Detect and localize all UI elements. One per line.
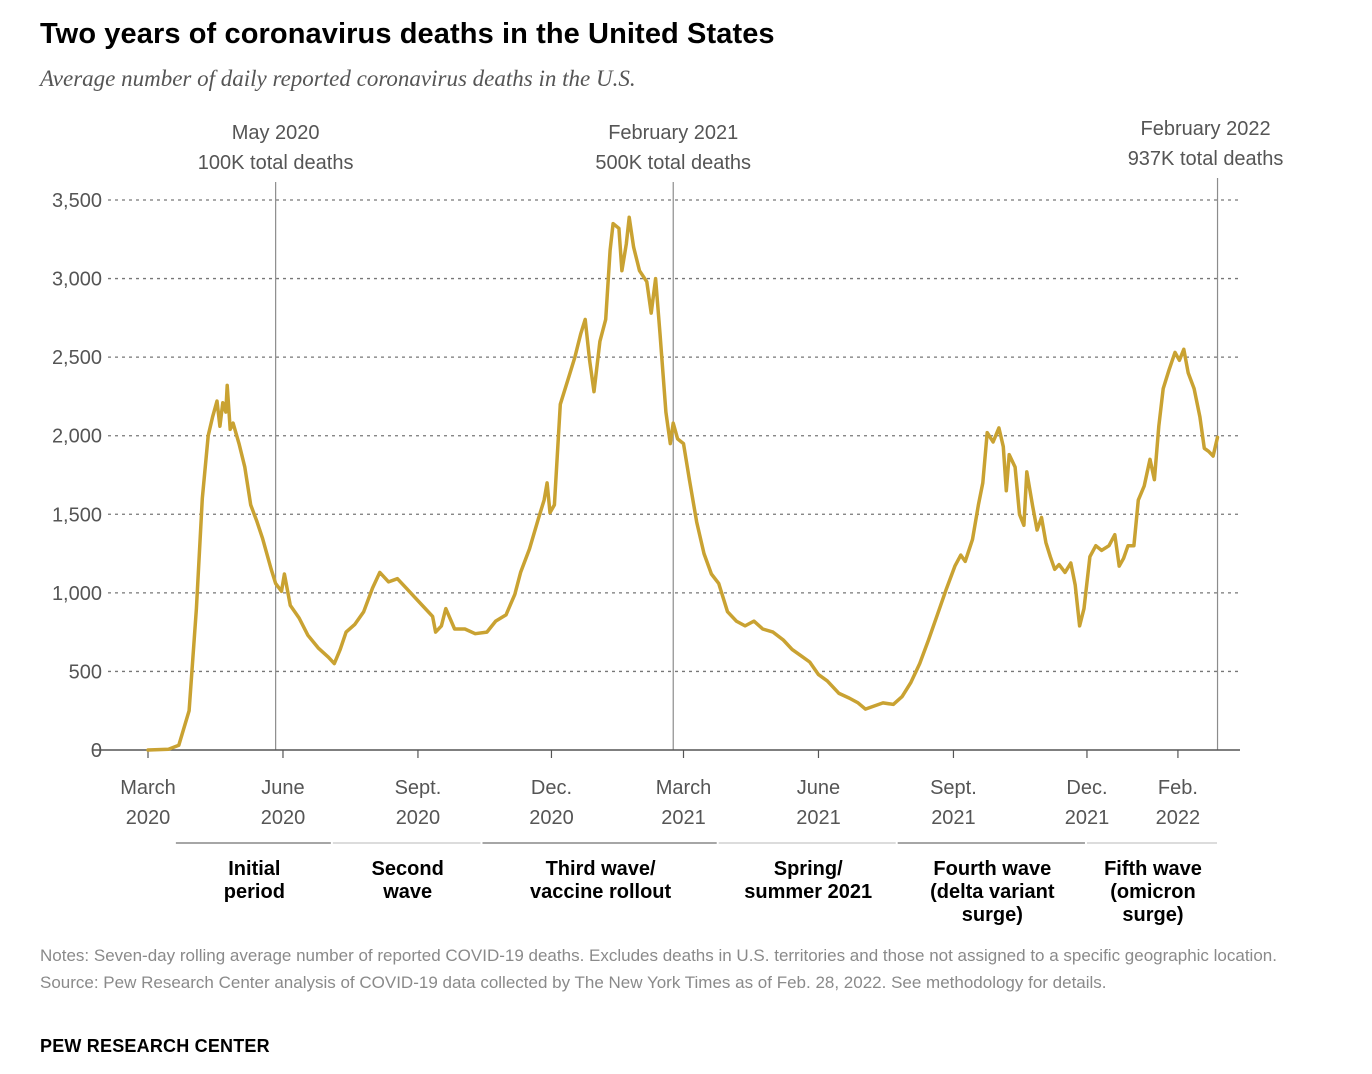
milestone-total-label: 100K total deaths <box>198 152 354 174</box>
milestone-total-label: 500K total deaths <box>595 152 751 174</box>
series-layer <box>146 215 1220 752</box>
milestone-date-label: February 2021 <box>608 122 738 144</box>
period-label: summer 2021 <box>744 881 872 903</box>
y-tick-label: 3,000 <box>52 269 102 291</box>
milestone-date-label: May 2020 <box>232 122 320 144</box>
x-tick-year-label: 2022 <box>1156 807 1201 829</box>
chart-title: Two years of coronavirus deaths in the U… <box>40 18 775 50</box>
x-tick-label: March <box>656 777 712 799</box>
x-tick-label: Dec. <box>1066 777 1107 799</box>
x-tick-year-label: 2020 <box>396 807 441 829</box>
source-text: Source: Pew Research Center analysis of … <box>40 973 1107 992</box>
gridlines <box>108 199 1240 673</box>
y-tick-label: 0 <box>91 740 102 762</box>
x-tick-label: Dec. <box>531 777 572 799</box>
brand-logo-text: PEW RESEARCH CENTER <box>40 1036 270 1056</box>
notes-block: Notes: Seven-day rolling average number … <box>40 942 1340 996</box>
milestone-total-label: 937K total deaths <box>1128 148 1284 170</box>
x-tick-year-label: 2020 <box>529 807 574 829</box>
x-tick-year-label: 2021 <box>1065 807 1110 829</box>
milestone-date-label: February 2022 <box>1140 118 1270 140</box>
period-label: Third wave/ <box>546 858 656 880</box>
y-tick-label: 500 <box>69 661 102 683</box>
y-tick-label: 1,000 <box>52 583 102 605</box>
period-label: surge) <box>1122 904 1183 926</box>
y-axis-labels: 0 500 1,000 1,500 2,000 2,500 3,000 3,500 <box>52 190 102 762</box>
x-tick-label: June <box>797 777 840 799</box>
line-chart: 0 500 1,000 1,500 2,000 2,500 3,000 3,500 May 2… <box>52 118 1284 926</box>
chart-subtitle: Average number of daily reported coronav… <box>40 66 636 91</box>
x-tick-label: March <box>120 777 176 799</box>
x-tick-year-label: 2021 <box>931 807 976 829</box>
period-label: Initial <box>228 858 280 880</box>
x-tick-year-label: 2021 <box>661 807 706 829</box>
milestone-annotations: May 2020 100K total deaths February 2021 50… <box>198 118 1284 750</box>
x-tick-label: Sept. <box>395 777 442 799</box>
x-tick-year-label: 2020 <box>126 807 171 829</box>
period-label: Fifth wave <box>1104 858 1202 880</box>
period-label: (omicron <box>1110 881 1196 903</box>
y-tick-label: 2,500 <box>52 347 102 369</box>
y-tick-label: 1,500 <box>52 504 102 526</box>
deaths-series-line <box>146 215 1220 752</box>
period-label: vaccine rollout <box>530 881 671 903</box>
period-label: period <box>224 881 285 903</box>
period-label: (delta variant <box>930 881 1055 903</box>
x-axis: March 2020 June 2020 Sept. 2020 Dec. 2020 March 2… <box>92 749 1240 829</box>
period-label: Fourth wave <box>933 858 1051 880</box>
x-tick-label: Sept. <box>930 777 977 799</box>
x-tick-label: June <box>261 777 304 799</box>
x-tick-year-label: 2020 <box>261 807 306 829</box>
y-tick-label: 3,500 <box>52 190 102 212</box>
period-label: Second <box>372 858 444 880</box>
x-tick-label: Feb. <box>1158 777 1198 799</box>
period-label: surge) <box>962 904 1023 926</box>
notes-text: Notes: Seven-day rolling average number … <box>40 946 1277 965</box>
period-label: Spring/ <box>774 858 843 880</box>
x-tick-year-label: 2021 <box>796 807 841 829</box>
period-label: wave <box>382 881 432 903</box>
y-tick-label: 2,000 <box>52 426 102 448</box>
